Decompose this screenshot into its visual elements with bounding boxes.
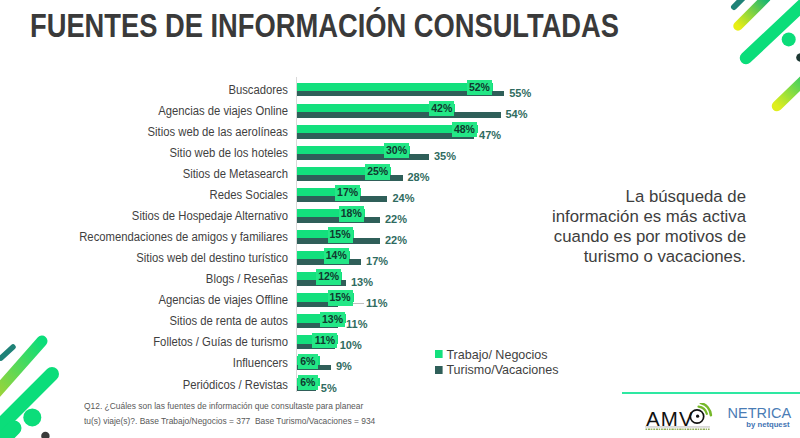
svg-text:AMV: AMV <box>646 407 694 430</box>
